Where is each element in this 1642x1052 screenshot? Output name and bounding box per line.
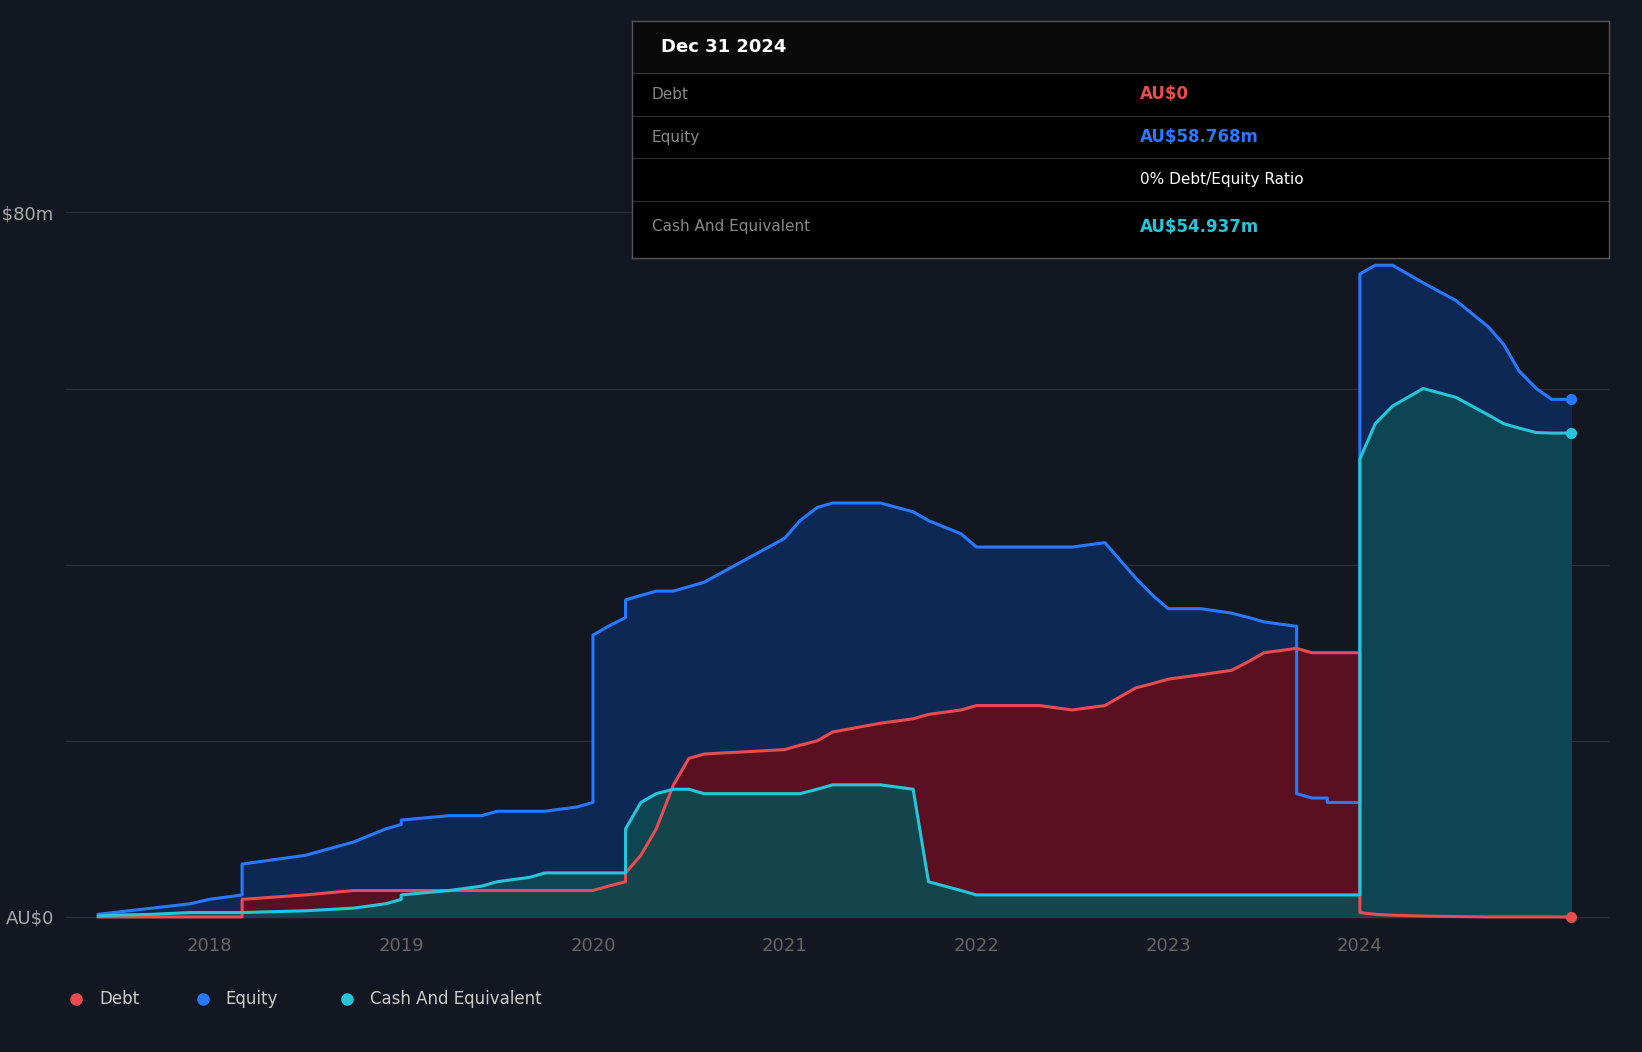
Text: Equity: Equity (225, 990, 277, 1009)
Text: Cash And Equivalent: Cash And Equivalent (369, 990, 542, 1009)
Text: 0% Debt/Equity Ratio: 0% Debt/Equity Ratio (1140, 173, 1304, 187)
Text: Cash And Equivalent: Cash And Equivalent (652, 220, 810, 235)
Text: Dec 31 2024: Dec 31 2024 (662, 38, 787, 56)
Bar (632, 21, 1609, 74)
Text: Debt: Debt (99, 990, 140, 1009)
Text: Equity: Equity (652, 129, 699, 144)
Text: AU$0: AU$0 (1140, 85, 1189, 103)
Text: AU$58.768m: AU$58.768m (1140, 128, 1259, 146)
Text: AU$54.937m: AU$54.937m (1140, 218, 1259, 236)
Text: Debt: Debt (652, 87, 688, 102)
